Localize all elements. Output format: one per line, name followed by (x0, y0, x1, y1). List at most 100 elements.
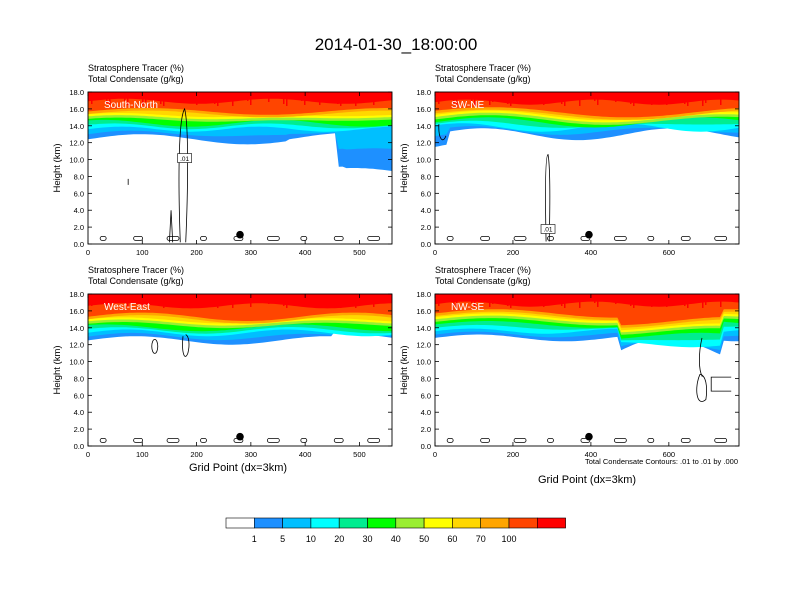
tracer-streak (373, 294, 375, 300)
tracer-streak (268, 92, 270, 102)
y-tick-label: 18.0 (416, 290, 431, 299)
tracer-streak (720, 294, 722, 307)
tracer-streak (199, 92, 201, 100)
condensate-contours (446, 337, 732, 443)
plot-frame (87, 91, 393, 245)
tracer-streak (489, 92, 491, 98)
contour-line (169, 210, 174, 243)
tracer-streak (124, 294, 126, 303)
tracer-streak (438, 294, 440, 306)
y-tick-label: 12.0 (416, 139, 431, 148)
x-tick-label: 400 (585, 248, 598, 257)
colorbar-box (254, 517, 283, 529)
y-tick-label: 8.0 (421, 172, 431, 181)
tracer-field (88, 294, 392, 345)
location-marker (236, 432, 244, 441)
tracer-streak (648, 92, 650, 101)
tracer-streak (322, 294, 324, 302)
contour-line (333, 235, 344, 241)
tracer-streak (340, 92, 342, 106)
tracer-streak (564, 294, 566, 308)
x-tick-label: 0 (86, 248, 90, 257)
y-tick-label: 16.0 (69, 307, 84, 316)
tracer-streak (358, 294, 360, 305)
x-tick-label: 100 (136, 248, 149, 257)
tracer-streak (109, 294, 111, 303)
colorbar-label: 40 (391, 534, 401, 544)
tracer-streak (124, 92, 126, 101)
panel-label: NW-SE (451, 302, 484, 313)
contour-line (613, 437, 627, 443)
tracer-streak (543, 294, 545, 307)
y-tick-label: 10.0 (416, 156, 431, 165)
tracer-streak (720, 92, 722, 98)
contour-line (200, 437, 207, 443)
colorbar-label: 50 (419, 534, 429, 544)
location-marker (585, 432, 593, 441)
tracer-streak (247, 294, 249, 303)
x-tick-label: 300 (245, 248, 258, 257)
contour-label-box (540, 224, 556, 234)
tracer-streak (199, 294, 201, 302)
y-axis-label: Height (km) (52, 345, 63, 394)
y-tick-label: 18.0 (69, 290, 84, 299)
plot-frame (434, 91, 740, 245)
contour-line (647, 235, 655, 241)
y-tick-label: 2.0 (421, 425, 431, 434)
x-tick-label: 300 (245, 450, 258, 459)
y-tick-label: 0.0 (74, 442, 84, 451)
var-label-condensate: Total Condensate (g/kg) (435, 74, 531, 84)
panel-label: SW-NE (451, 100, 484, 111)
tracer-streak (474, 294, 476, 307)
y-tick-label: 6.0 (74, 189, 84, 198)
tracer-streak (546, 92, 548, 100)
tracer-streak (597, 294, 599, 307)
contour-line (513, 235, 527, 241)
plot-frame (434, 293, 740, 447)
tracer-streak (666, 92, 668, 105)
tracer-streak (145, 92, 147, 102)
tracer-streak (319, 294, 321, 307)
x-tick-label: 100 (136, 450, 149, 459)
y-tick-label: 4.0 (74, 206, 84, 215)
tracer-field (435, 92, 739, 147)
x-axis-label-left: Grid Point (dx=3km) (189, 462, 287, 474)
tracer-streak (684, 294, 686, 306)
contour-line (99, 235, 107, 241)
figure-title: 2014-01-30_18:00:00 (315, 35, 478, 54)
contour-line (166, 437, 180, 443)
tracer-streak (301, 92, 303, 101)
colorbar-box (536, 517, 566, 529)
y-axis-label: Height (km) (52, 143, 63, 192)
tracer-streak (127, 92, 129, 105)
x-tick-label: 0 (433, 248, 437, 257)
tracer-streak (232, 294, 234, 303)
tracer-field (435, 294, 739, 355)
tracer-streak (181, 92, 183, 103)
tracer-streak (612, 92, 614, 98)
y-tick-label: 12.0 (416, 341, 431, 350)
panel-4: Stratosphere Tracer (%)Total Condensate … (399, 265, 740, 459)
contour-line (300, 235, 308, 241)
var-label-tracer: Stratosphere Tracer (%) (88, 265, 184, 275)
tracer-streak (142, 92, 144, 98)
contour-line (166, 235, 180, 241)
tracer-streak (247, 92, 249, 101)
tracer-streak (127, 294, 129, 307)
x-tick-label: 200 (190, 450, 203, 459)
y-tick-label: 14.0 (416, 324, 431, 333)
tracer-streak (250, 92, 252, 105)
colorbar-box (452, 517, 481, 529)
colorbar-box (338, 517, 368, 529)
contour-line (547, 437, 554, 443)
tracer-streak (319, 92, 321, 98)
contour-line (151, 338, 159, 354)
colorbar-box (423, 517, 453, 529)
y-tick-label: 2.0 (421, 223, 431, 232)
contour-line (178, 107, 189, 243)
panel-label: South-North (104, 100, 158, 111)
y-tick-label: 12.0 (69, 341, 84, 350)
tracer-streak (633, 92, 635, 99)
y-tick-label: 2.0 (74, 425, 84, 434)
